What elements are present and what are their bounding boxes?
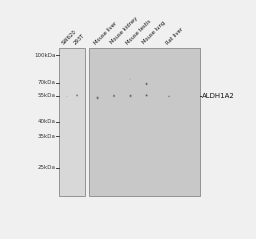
Text: Rat liver: Rat liver	[165, 26, 184, 45]
Text: 40kDa: 40kDa	[38, 119, 56, 124]
Text: 70kDa: 70kDa	[38, 81, 56, 86]
Text: Mouse lung: Mouse lung	[141, 20, 166, 45]
Text: ALDH1A2: ALDH1A2	[202, 93, 234, 99]
Text: 100kDa: 100kDa	[34, 53, 56, 58]
Bar	[59, 48, 84, 196]
Text: Mouse testis: Mouse testis	[125, 18, 152, 45]
Text: 293T: 293T	[72, 32, 86, 45]
Bar	[89, 48, 200, 196]
Text: 55kDa: 55kDa	[38, 93, 56, 98]
Text: 35kDa: 35kDa	[38, 134, 56, 139]
Text: SW620: SW620	[61, 28, 78, 45]
Text: Mouse kidney: Mouse kidney	[109, 16, 139, 45]
Text: Mouse liver: Mouse liver	[93, 20, 118, 45]
Text: 25kDa: 25kDa	[38, 165, 56, 170]
